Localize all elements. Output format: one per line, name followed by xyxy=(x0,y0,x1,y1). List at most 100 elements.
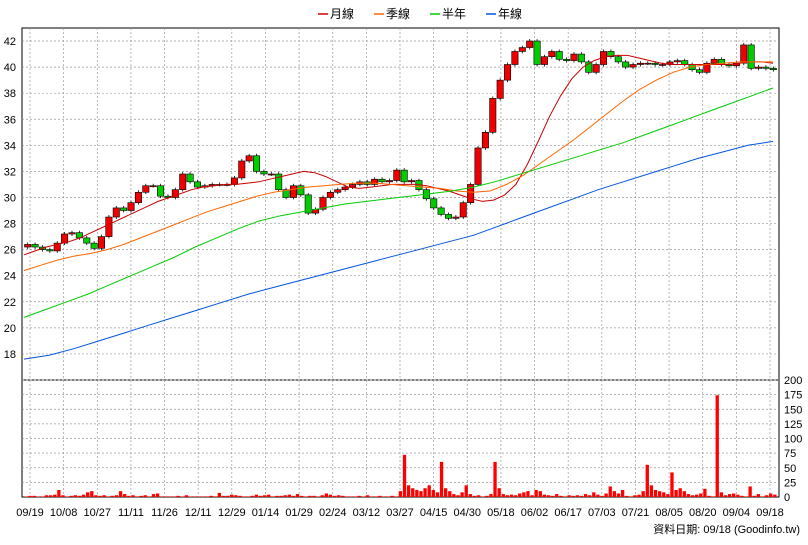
volume-bar xyxy=(73,495,77,497)
candle-body xyxy=(245,155,253,162)
volume-bar xyxy=(678,488,682,497)
candle-body xyxy=(636,62,644,65)
candle-body xyxy=(452,216,460,219)
volume-bar xyxy=(197,496,201,497)
volume-bar xyxy=(180,496,184,497)
candle-body xyxy=(577,53,585,63)
volume-bar xyxy=(90,491,94,497)
volume-bar xyxy=(246,496,250,497)
volume-bar xyxy=(168,496,172,497)
candle-body xyxy=(393,169,401,181)
candle-body xyxy=(740,44,748,64)
volume-bar xyxy=(320,495,324,497)
volume-bar xyxy=(394,496,398,497)
volume-bar xyxy=(653,489,658,497)
volume-bar xyxy=(616,493,621,497)
volume-bar xyxy=(127,495,131,497)
volume-bar xyxy=(579,495,584,497)
volume-bar xyxy=(435,492,440,497)
volume-bar xyxy=(530,495,534,497)
candle-body xyxy=(24,244,32,248)
x-tick-label: 06/02 xyxy=(521,507,549,519)
candle-body xyxy=(98,236,106,249)
volume-bar xyxy=(36,496,40,497)
candle-body xyxy=(526,40,534,48)
price-tick-label: 36 xyxy=(4,114,16,126)
volume-bar xyxy=(102,495,106,497)
candle-body xyxy=(282,189,290,198)
volume-bar xyxy=(415,489,419,497)
volume-bar xyxy=(86,492,90,497)
volume-bar xyxy=(164,496,168,497)
candle-body xyxy=(533,40,541,65)
candle-body xyxy=(622,61,630,68)
volume-bar xyxy=(155,493,160,497)
volume-bar xyxy=(390,495,394,497)
volume-bar xyxy=(686,494,691,497)
ma-month-line xyxy=(23,54,774,256)
volume-bars xyxy=(24,395,777,497)
volume-bar xyxy=(398,491,403,497)
volume-bar xyxy=(649,485,654,497)
volume-bar xyxy=(633,495,637,497)
x-tick-label: 04/15 xyxy=(420,507,448,519)
volume-bar xyxy=(695,494,699,497)
volume-bar xyxy=(221,495,226,497)
volume-bar xyxy=(444,488,448,497)
candle-body xyxy=(651,62,659,65)
volume-bar xyxy=(382,496,386,497)
volume-bar xyxy=(555,494,559,497)
volume-bar xyxy=(666,494,670,497)
volume-panel: 0 25 50 75 100 125 150 175 200 xyxy=(21,375,802,504)
volume-bar xyxy=(662,492,666,497)
candle-body xyxy=(31,244,39,248)
candle-body xyxy=(253,155,261,172)
volume-bar xyxy=(522,492,526,497)
price-tick-label: 40 xyxy=(4,62,16,74)
volume-bar xyxy=(250,495,254,497)
candle-body xyxy=(518,47,526,52)
candle-body xyxy=(193,181,201,188)
volume-bar xyxy=(61,495,65,497)
volume-bar xyxy=(509,494,514,497)
volume-bar xyxy=(657,491,662,497)
x-tick-label: 01/14 xyxy=(252,507,280,519)
volume-bar xyxy=(505,495,510,497)
volume-bar xyxy=(341,495,345,497)
volume-bar xyxy=(567,495,571,497)
candle-body xyxy=(474,147,482,185)
candle-body xyxy=(710,58,718,64)
volume-bar xyxy=(65,496,69,497)
candle-body xyxy=(334,189,342,193)
volume-bar xyxy=(612,491,617,497)
candle-body xyxy=(755,66,763,69)
volume-bar xyxy=(374,496,378,497)
candle-body xyxy=(371,178,379,185)
volume-bar xyxy=(764,495,769,497)
candle-body xyxy=(511,51,519,65)
candle-body xyxy=(614,56,622,63)
volume-bar xyxy=(316,496,320,497)
volume-bar xyxy=(419,491,423,497)
candle-body xyxy=(105,216,113,237)
volume-bar xyxy=(24,496,28,497)
volume-bar xyxy=(571,495,575,497)
candle-body xyxy=(289,185,297,198)
volume-bar xyxy=(513,495,518,497)
volume-bar xyxy=(328,494,333,497)
volume-bar xyxy=(645,464,649,497)
volume-bar xyxy=(588,495,592,497)
volume-bar xyxy=(225,495,230,497)
candle-body xyxy=(326,191,334,198)
volume-bar xyxy=(526,491,530,497)
candle-body xyxy=(570,53,578,61)
candle-body xyxy=(238,160,246,179)
volume-bar xyxy=(670,472,674,497)
volume-bar xyxy=(57,489,61,497)
price-tick-label: 22 xyxy=(4,297,16,309)
volume-bar xyxy=(756,494,761,497)
x-tick-label: 04/30 xyxy=(454,507,482,519)
volume-bar xyxy=(312,495,316,497)
volume-bar xyxy=(184,495,189,497)
volume-bar xyxy=(378,495,382,497)
